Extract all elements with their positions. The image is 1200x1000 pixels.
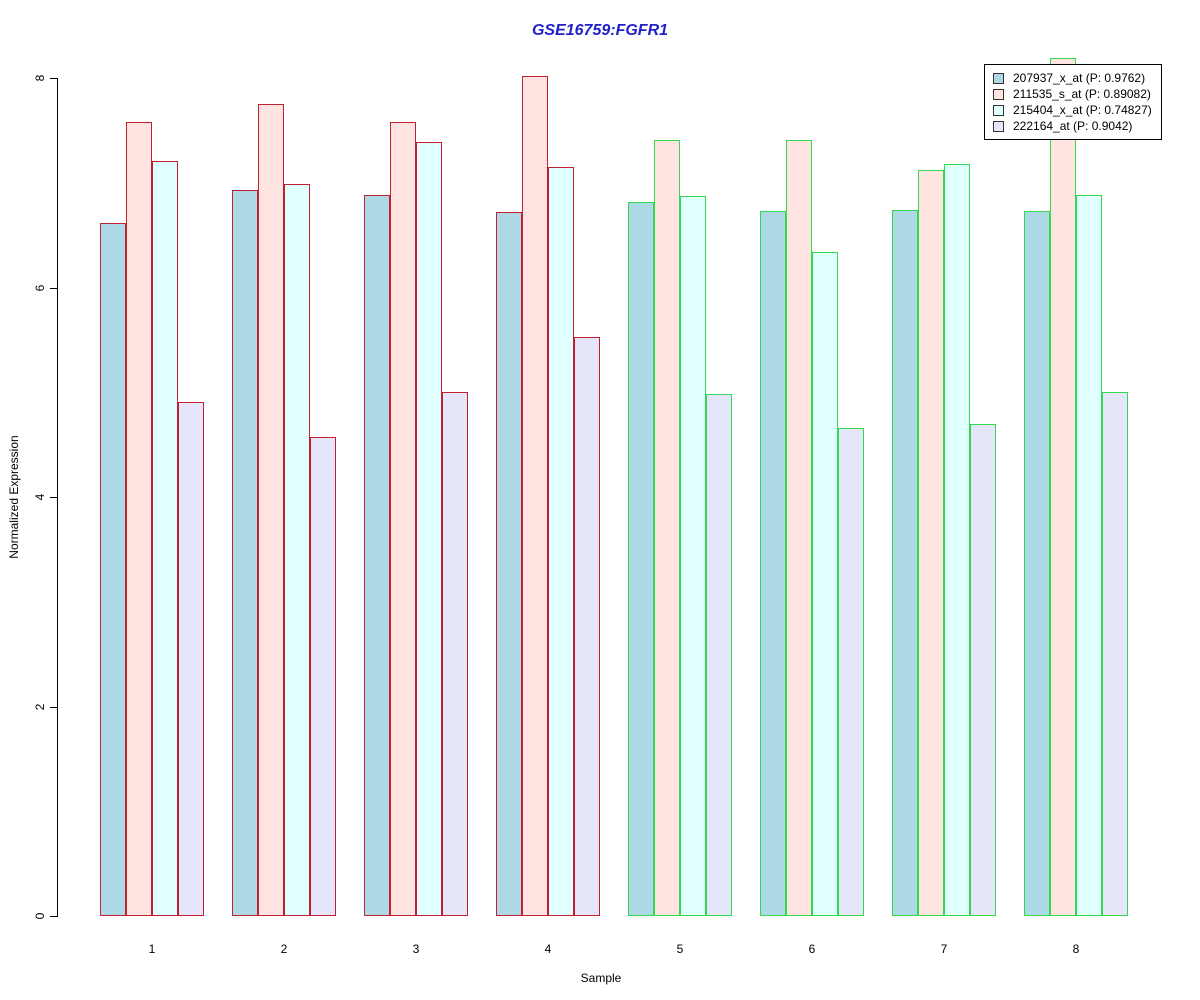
bar-sample5-222164_at — [706, 394, 732, 916]
legend-label: 222164_at (P: 0.9042) — [1013, 119, 1133, 133]
y-tick-label: 8 — [33, 74, 47, 82]
bar-sample3-211535_s_at — [390, 122, 416, 916]
x-tick-label: 2 — [280, 942, 288, 956]
x-tick-label: 8 — [1072, 942, 1080, 956]
bar-sample3-215404_x_at — [416, 142, 442, 916]
bar-sample3-222164_at — [442, 392, 468, 916]
y-axis-title: Normalized Expression — [7, 435, 21, 559]
bar-sample5-207937_x_at — [628, 202, 654, 916]
bar-sample4-215404_x_at — [548, 167, 574, 916]
bar-sample1-211535_s_at — [126, 122, 152, 916]
y-tick — [50, 288, 57, 289]
bar-sample7-207937_x_at — [892, 210, 918, 916]
x-tick-label: 7 — [940, 942, 948, 956]
bar-sample2-211535_s_at — [258, 104, 284, 916]
legend-entry: 215404_x_at (P: 0.74827) — [993, 102, 1155, 118]
bar-sample1-207937_x_at — [100, 223, 126, 916]
x-tick-label: 3 — [412, 942, 420, 956]
legend: 207937_x_at (P: 0.9762) 211535_s_at (P: … — [984, 64, 1162, 140]
y-tick-label: 6 — [33, 284, 47, 292]
legend-entry: 207937_x_at (P: 0.9762) — [993, 70, 1155, 86]
bar-sample3-207937_x_at — [364, 195, 390, 916]
bar-sample2-207937_x_at — [232, 190, 258, 916]
chart-title: GSE16759:FGFR1 — [531, 22, 669, 39]
bar-sample6-211535_s_at — [786, 140, 812, 916]
y-tick — [50, 497, 57, 498]
bar-sample4-207937_x_at — [496, 212, 522, 916]
y-tick-label: 2 — [33, 703, 47, 711]
bar-sample2-215404_x_at — [284, 184, 310, 916]
bar-sample1-215404_x_at — [152, 161, 178, 916]
x-tick-label: 6 — [808, 942, 816, 956]
bar-sample8-211535_s_at — [1050, 58, 1076, 916]
y-tick-label: 0 — [33, 912, 47, 920]
y-tick — [50, 916, 57, 917]
x-axis-title: Sample — [580, 971, 622, 985]
y-axis-line — [57, 78, 58, 917]
legend-swatch-215404_x_at — [993, 104, 1004, 116]
bar-sample2-222164_at — [310, 437, 336, 916]
bar-sample5-211535_s_at — [654, 140, 680, 916]
legend-label: 211535_s_at (P: 0.89082) — [1013, 87, 1151, 101]
bar-sample6-207937_x_at — [760, 211, 786, 916]
legend-entry: 211535_s_at (P: 0.89082) — [993, 86, 1155, 102]
bar-sample5-215404_x_at — [680, 196, 706, 916]
y-tick-label: 4 — [33, 493, 47, 501]
legend-swatch-211535_s_at — [993, 88, 1004, 100]
legend-swatch-222164_at — [993, 120, 1004, 132]
bar-sample8-207937_x_at — [1024, 211, 1050, 916]
bar-sample7-215404_x_at — [944, 164, 970, 916]
x-tick-label: 1 — [148, 942, 156, 956]
legend-label: 215404_x_at (P: 0.74827) — [1013, 103, 1152, 117]
x-tick-label: 4 — [544, 942, 552, 956]
y-tick — [50, 707, 57, 708]
bar-sample8-222164_at — [1102, 392, 1128, 916]
legend-entry: 222164_at (P: 0.9042) — [993, 118, 1155, 134]
bar-sample6-222164_at — [838, 428, 864, 916]
bar-sample4-211535_s_at — [522, 76, 548, 916]
bar-sample4-222164_at — [574, 337, 600, 916]
x-tick-label: 5 — [676, 942, 684, 956]
bar-sample8-215404_x_at — [1076, 195, 1102, 916]
y-tick — [50, 78, 57, 79]
bar-sample7-222164_at — [970, 424, 996, 916]
legend-swatch-207937_x_at — [993, 72, 1004, 84]
bar-sample1-222164_at — [178, 402, 204, 916]
legend-label: 207937_x_at (P: 0.9762) — [1013, 71, 1146, 85]
bar-sample7-211535_s_at — [918, 170, 944, 916]
bar-sample6-215404_x_at — [812, 252, 838, 916]
